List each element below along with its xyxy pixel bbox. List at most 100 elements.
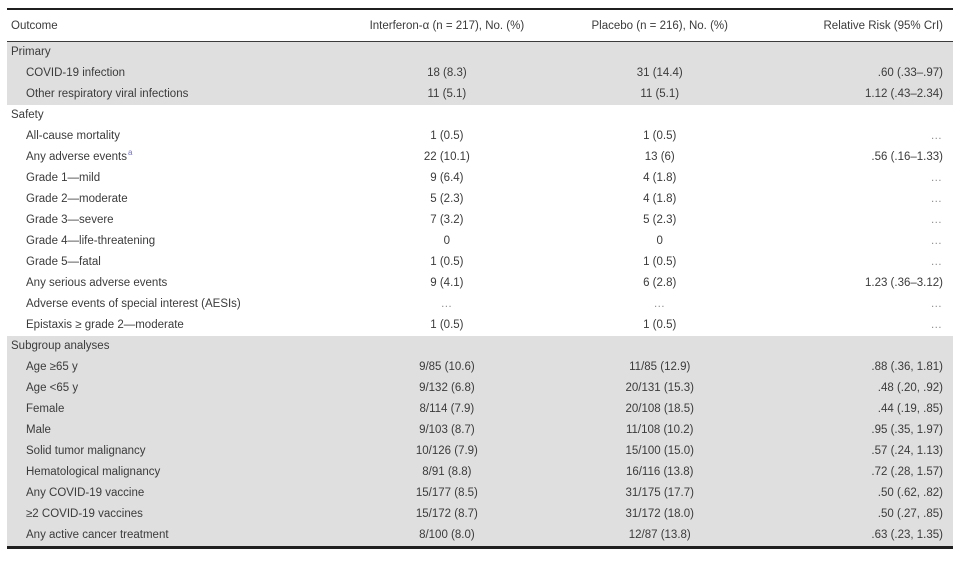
- table-row: Adverse events of special interest (AESI…: [7, 294, 953, 315]
- outcome-label: Any serious adverse events: [26, 277, 168, 289]
- relative-risk-value: 1.12 (.43–2.34): [864, 88, 943, 100]
- placebo-value: 0: [656, 235, 663, 247]
- section-title: Subgroup analyses: [11, 340, 110, 352]
- footnote-marker: a: [128, 148, 133, 158]
- placebo-value: 6 (2.8): [643, 277, 677, 289]
- outcome-label: Solid tumor malignancy: [26, 445, 146, 457]
- outcome-label: ≥2 COVID-19 vaccines: [26, 508, 143, 520]
- placebo-value: 11/85 (12.9): [629, 361, 691, 373]
- outcome-label: Grade 5—fatal: [26, 256, 101, 268]
- table-row: Hematological malignancy 8/91 (8.8) 16/116…: [7, 462, 953, 483]
- placebo-value: …: [653, 298, 666, 310]
- relative-risk-value: .60 (.33–.97): [877, 67, 943, 79]
- interferon-value: 8/114 (7.9): [419, 403, 475, 415]
- interferon-value: 9/103 (8.7): [419, 424, 475, 436]
- interferon-value: 18 (8.3): [427, 67, 467, 79]
- relative-risk-value: …: [930, 172, 943, 184]
- interferon-value: 8/100 (8.0): [419, 529, 475, 541]
- outcome-label: Grade 4—life-threatening: [26, 235, 156, 247]
- placebo-value: 31/175 (17.7): [625, 487, 694, 499]
- relative-risk-value: .88 (.36, 1.81): [871, 361, 943, 373]
- interferon-value: 9 (4.1): [430, 277, 464, 289]
- outcome-label: Grade 1—mild: [26, 172, 101, 184]
- interferon-value: 1 (0.5): [430, 130, 464, 142]
- placebo-value: 31/172 (18.0): [625, 508, 694, 520]
- table-row: Age <65 y 9/132 (6.8) 20/131 (15.3) .48 (.2…: [7, 378, 953, 399]
- section-header-row: Safety: [7, 105, 953, 126]
- table-row: Any adverse eventsa 22 (10.1) 13 (6) .56 (.…: [7, 147, 953, 168]
- placebo-value: 4 (1.8): [643, 172, 677, 184]
- placebo-value: 1 (0.5): [643, 319, 677, 331]
- table-row: Grade 2—moderate 5 (2.3) 4 (1.8)…: [7, 189, 953, 210]
- interferon-value: 0: [443, 235, 451, 247]
- section-header-row: Primary: [7, 41, 953, 63]
- outcome-label: Adverse events of special interest (AESI…: [26, 298, 241, 310]
- table-row: Any COVID-19 vaccine 15/177 (8.5) 31/175 (…: [7, 483, 953, 504]
- outcome-label: Epistaxis ≥ grade 2—moderate: [26, 319, 184, 331]
- relative-risk-value: .50 (.27, .85): [877, 508, 943, 520]
- section-title: Primary: [11, 46, 51, 58]
- section-title: Safety: [11, 109, 44, 121]
- table-row: Female 8/114 (7.9) 20/108 (18.5) .44 (.19, …: [7, 399, 953, 420]
- relative-risk-value: …: [930, 298, 943, 310]
- table-row: Solid tumor malignancy 10/126 (7.9) 15/100…: [7, 441, 953, 462]
- placebo-value: 31 (14.4): [636, 67, 683, 79]
- interferon-value: 9/85 (10.6): [419, 361, 475, 373]
- relative-risk-value: .44 (.19, .85): [877, 403, 943, 415]
- table-row: Any serious adverse events 9 (4.1) 6 (2.8)…: [7, 273, 953, 294]
- outcome-label: Grade 3—severe: [26, 214, 114, 226]
- placebo-value: 20/108 (18.5): [625, 403, 694, 415]
- table-row: Grade 5—fatal 1 (0.5) 1 (0.5) …: [7, 252, 953, 273]
- outcome-label: Other respiratory viral infections: [26, 88, 189, 100]
- placebo-value: 11/108 (10.2): [625, 424, 694, 436]
- placebo-value: 1 (0.5): [643, 130, 677, 142]
- section-header-row: Subgroup analyses: [7, 336, 953, 357]
- table-row: ≥2 COVID-19 vaccines 15/172 (8.7) 31/172 (…: [7, 504, 953, 525]
- outcome-label: Hematological malignancy: [26, 466, 161, 478]
- placebo-value: 12/87 (13.8): [628, 529, 691, 541]
- relative-risk-value: …: [930, 193, 943, 205]
- table-row: Epistaxis ≥ grade 2—moderate 1 (0.5) 1 (0.…: [7, 315, 953, 336]
- interferon-value: 1 (0.5): [430, 256, 464, 268]
- interferon-value: …: [440, 298, 454, 310]
- relative-risk-value: .56 (.16–1.33): [871, 151, 943, 163]
- relative-risk-value: 1.23 (.36–3.12): [864, 277, 943, 289]
- table-row: Age ≥65 y 9/85 (10.6) 11/85 (12.9) .88 (.36…: [7, 357, 953, 378]
- table-row: Grade 4—life-threatening 0 0 …: [7, 231, 953, 252]
- table-row: Grade 1—mild 9 (6.4) 4 (1.8) …: [7, 168, 953, 189]
- outcome-label: COVID-19 infection: [26, 67, 126, 79]
- outcome-label: Female: [26, 403, 65, 415]
- relative-risk-value: …: [930, 256, 943, 268]
- column-header-interferon: Interferon-α (n = 217), No. (%): [338, 9, 556, 42]
- interferon-value: 5 (2.3): [430, 193, 464, 205]
- outcome-label: Age <65 y: [26, 382, 79, 394]
- paper-table-page: Outcome Interferon-α (n = 217), No. (%) …: [7, 8, 953, 549]
- outcome-label: Any active cancer treatment: [26, 529, 169, 541]
- relative-risk-value: .63 (.23, 1.35): [871, 529, 943, 541]
- relative-risk-value: .50 (.62, .82): [877, 487, 943, 499]
- interferon-value: 11 (5.1): [427, 88, 467, 100]
- relative-risk-value: …: [930, 214, 943, 226]
- placebo-value: 16/116 (13.8): [625, 466, 694, 478]
- table-row: Any active cancer treatment 8/100 (8.0) 12…: [7, 525, 953, 548]
- relative-risk-value: .95 (.35, 1.97): [871, 424, 943, 436]
- outcomes-table: Outcome Interferon-α (n = 217), No. (%) …: [7, 8, 953, 549]
- outcome-label: Any adverse eventsa: [26, 148, 133, 163]
- placebo-value: 4 (1.8): [643, 193, 677, 205]
- interferon-value: 9 (6.4): [430, 172, 464, 184]
- interferon-value: 15/172 (8.7): [415, 508, 478, 520]
- relative-risk-value: …: [930, 235, 943, 247]
- table-header-row: Outcome Interferon-α (n = 217), No. (%) …: [7, 9, 953, 42]
- interferon-value: 1 (0.5): [430, 319, 464, 331]
- outcome-label: Male: [26, 424, 51, 436]
- placebo-value: 20/131 (15.3): [625, 382, 694, 394]
- interferon-value: 22 (10.1): [423, 151, 470, 163]
- relative-risk-value: …: [930, 319, 943, 331]
- interferon-value: 7 (3.2): [430, 214, 464, 226]
- table-row: Male 9/103 (8.7) 11/108 (10.2) .95 (.35, 1.…: [7, 420, 953, 441]
- placebo-value: 1 (0.5): [643, 256, 677, 268]
- outcome-label: All-cause mortality: [26, 130, 120, 142]
- relative-risk-value: .72 (.28, 1.57): [871, 466, 943, 478]
- interferon-value: 9/132 (6.8): [419, 382, 475, 394]
- table-row: Other respiratory viral infections 11 (5.…: [7, 84, 953, 105]
